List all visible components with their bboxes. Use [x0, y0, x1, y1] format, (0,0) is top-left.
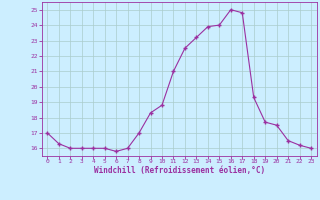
X-axis label: Windchill (Refroidissement éolien,°C): Windchill (Refroidissement éolien,°C)	[94, 166, 265, 175]
